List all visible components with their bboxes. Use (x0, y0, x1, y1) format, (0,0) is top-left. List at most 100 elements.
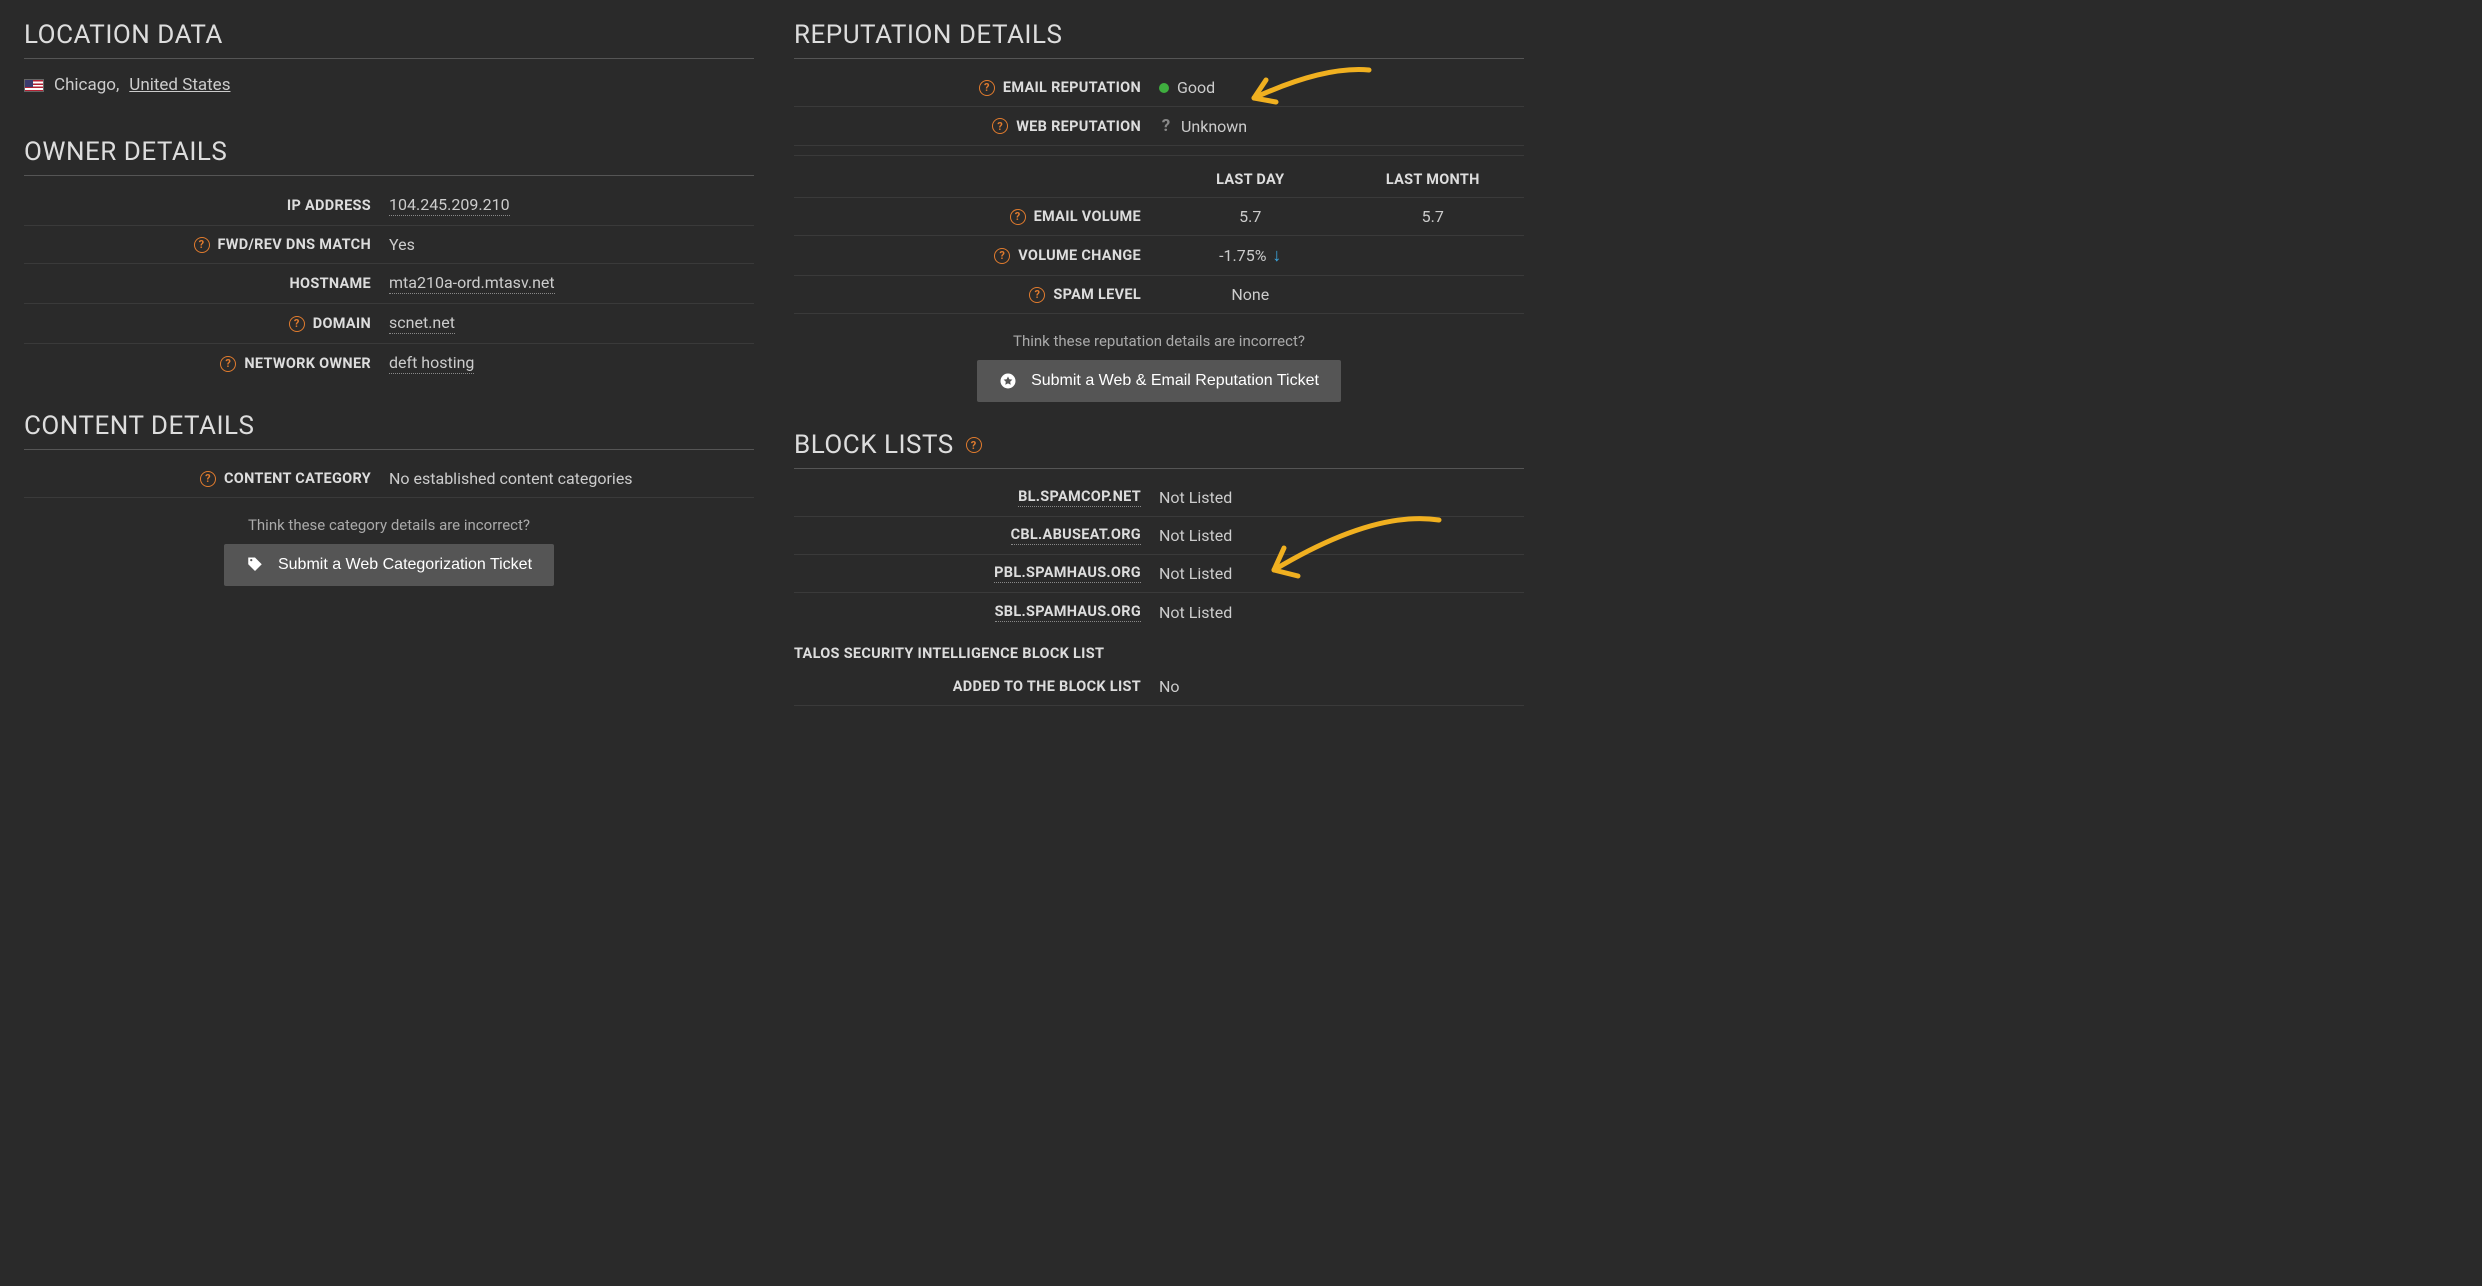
location-section: LOCATION DATA Chicago, United States (24, 20, 754, 109)
page-root: LOCATION DATA Chicago, United States OWN… (24, 20, 1524, 734)
blocklist-label: SBL.SPAMHAUS.ORG (794, 603, 1159, 622)
blocklist-row: CBL.ABUSEAT.ORG Not Listed (794, 517, 1524, 555)
volume-row: SPAM LEVEL None (794, 276, 1524, 314)
content-section: CONTENT DETAILS CONTENT CATEGORY No esta… (24, 411, 754, 586)
submit-categorization-label: Submit a Web Categorization Ticket (278, 556, 532, 574)
help-icon[interactable] (979, 80, 995, 96)
owner-rows: IP ADDRESS 104.245.209.210 FWD/REV DNS MAT… (24, 186, 754, 383)
owner-row: FWD/REV DNS MATCH Yes (24, 226, 754, 264)
volume-day-value: None (1231, 285, 1269, 304)
blocklist-value: Not Listed (1159, 603, 1524, 622)
help-icon[interactable] (200, 471, 216, 487)
reputation-heading: REPUTATION DETAILS (794, 20, 1524, 59)
help-icon[interactable] (1029, 287, 1045, 303)
help-icon[interactable] (992, 118, 1008, 134)
owner-row: DOMAIN scnet.net (24, 304, 754, 344)
left-column: LOCATION DATA Chicago, United States OWN… (24, 20, 754, 734)
last-month-header: LAST MONTH (1342, 171, 1525, 188)
talos-value: No (1159, 677, 1524, 696)
blocklist-rows: BL.SPAMCOP.NET Not Listed CBL.ABUSEAT.ORG N… (794, 479, 1524, 631)
location-row: Chicago, United States (24, 69, 754, 109)
blocklist-label: PBL.SPAMHAUS.ORG (794, 564, 1159, 583)
submit-reputation-label: Submit a Web & Email Reputation Ticket (1031, 372, 1319, 390)
blocklist-label-link[interactable]: BL.SPAMCOP.NET (1018, 488, 1141, 507)
volume-row-label-text: VOLUME CHANGE (1018, 247, 1141, 264)
blocklists-section: BLOCK LISTS BL.SPAMCOP.NETNot ListedCBL.… (794, 430, 1524, 706)
blocklist-label-link[interactable]: CBL.ABUSEAT.ORG (1011, 526, 1141, 545)
location-country-link[interactable]: United States (129, 75, 230, 95)
content-incorrect-note: Think these category details are incorre… (24, 516, 754, 534)
email-reputation-value: Good (1159, 78, 1524, 97)
volume-header-spacer (794, 171, 1159, 188)
help-icon[interactable] (194, 237, 210, 253)
volume-day-value: 5.7 (1239, 207, 1261, 226)
volume-day-value: -1.75% (1219, 246, 1266, 265)
owner-row-value: Yes (389, 235, 754, 254)
blocklists-heading: BLOCK LISTS (794, 430, 1524, 469)
location-heading: LOCATION DATA (24, 20, 754, 59)
owner-row-label-text: DOMAIN (313, 315, 371, 332)
owner-heading: OWNER DETAILS (24, 137, 754, 176)
volume-day-cell: None (1159, 285, 1342, 304)
blocklist-row: SBL.SPAMHAUS.ORG Not Listed (794, 593, 1524, 631)
owner-row-label-text: HOSTNAME (290, 275, 372, 292)
owner-section: OWNER DETAILS IP ADDRESS 104.245.209.210 F… (24, 137, 754, 383)
owner-row-value-text[interactable]: 104.245.209.210 (389, 195, 510, 216)
owner-row-value: scnet.net (389, 313, 754, 334)
star-badge-icon (999, 372, 1017, 390)
owner-row-value-text[interactable]: scnet.net (389, 313, 455, 334)
email-reputation-label-text: EMAIL REPUTATION (1003, 79, 1141, 96)
content-button-wrapper: Submit a Web Categorization Ticket (24, 544, 754, 586)
owner-row-label: IP ADDRESS (24, 197, 389, 214)
volume-row-label: EMAIL VOLUME (794, 208, 1159, 225)
tag-icon (246, 556, 264, 574)
volume-day-cell: -1.75% (1159, 245, 1342, 266)
owner-row-label: DOMAIN (24, 315, 389, 332)
volume-month-cell: 5.7 (1342, 207, 1525, 226)
owner-row-value-text[interactable]: mta210a-ord.mtasv.net (389, 273, 555, 294)
submit-categorization-button[interactable]: Submit a Web Categorization Ticket (224, 544, 554, 586)
owner-row-value: 104.245.209.210 (389, 195, 754, 216)
help-icon[interactable] (220, 356, 236, 372)
content-category-row: CONTENT CATEGORY No established content … (24, 460, 754, 498)
volume-row: EMAIL VOLUME 5.7 5.7 (794, 198, 1524, 236)
volume-table: LAST DAY LAST MONTH EMAIL VOLUME5.75.7VO… (794, 162, 1524, 314)
blocklist-label: CBL.ABUSEAT.ORG (794, 526, 1159, 545)
email-reputation-status: Good (1177, 78, 1215, 97)
volume-row-label: VOLUME CHANGE (794, 247, 1159, 264)
blocklist-row: BL.SPAMCOP.NET Not Listed (794, 479, 1524, 517)
blocklist-value: Not Listed (1159, 526, 1524, 545)
web-reputation-status: Unknown (1181, 117, 1247, 136)
volume-day-cell: 5.7 (1159, 207, 1342, 226)
content-category-label: CONTENT CATEGORY (24, 470, 389, 487)
owner-row: IP ADDRESS 104.245.209.210 (24, 186, 754, 226)
reputation-section: REPUTATION DETAILS EMAIL REPUTATION Good… (794, 20, 1524, 402)
blocklist-value: Not Listed (1159, 488, 1524, 507)
us-flag-icon (24, 79, 44, 92)
submit-reputation-button[interactable]: Submit a Web & Email Reputation Ticket (977, 360, 1341, 402)
owner-row-label-text: IP ADDRESS (287, 197, 371, 214)
owner-row-value: deft hosting (389, 353, 754, 374)
help-icon[interactable] (994, 248, 1010, 264)
volume-rows: EMAIL VOLUME 5.7 5.7 VOLUME CHANGE -1.75% SPA… (794, 198, 1524, 314)
owner-row: NETWORK OWNER deft hosting (24, 344, 754, 383)
help-icon[interactable] (289, 316, 305, 332)
status-unknown-icon (1159, 116, 1173, 136)
talos-row: ADDED TO THE BLOCK LIST No (794, 668, 1524, 706)
content-category-label-text: CONTENT CATEGORY (224, 470, 371, 487)
web-reputation-label-text: WEB REPUTATION (1016, 118, 1141, 135)
help-icon[interactable] (966, 437, 982, 453)
owner-row-label-text: FWD/REV DNS MATCH (218, 236, 371, 253)
volume-row-label-text: SPAM LEVEL (1053, 286, 1141, 303)
spacer (794, 146, 1524, 156)
blocklist-label-link[interactable]: PBL.SPAMHAUS.ORG (994, 564, 1141, 583)
reputation-button-wrapper: Submit a Web & Email Reputation Ticket (794, 360, 1524, 402)
owner-row-label: FWD/REV DNS MATCH (24, 236, 389, 253)
email-reputation-row: EMAIL REPUTATION Good (794, 69, 1524, 107)
arrow-down-icon (1272, 245, 1281, 266)
owner-row-label-text: NETWORK OWNER (244, 355, 371, 372)
web-reputation-row: WEB REPUTATION Unknown (794, 107, 1524, 146)
help-icon[interactable] (1010, 209, 1026, 225)
owner-row-value-text[interactable]: deft hosting (389, 353, 474, 374)
blocklist-label-link[interactable]: SBL.SPAMHAUS.ORG (995, 603, 1141, 622)
